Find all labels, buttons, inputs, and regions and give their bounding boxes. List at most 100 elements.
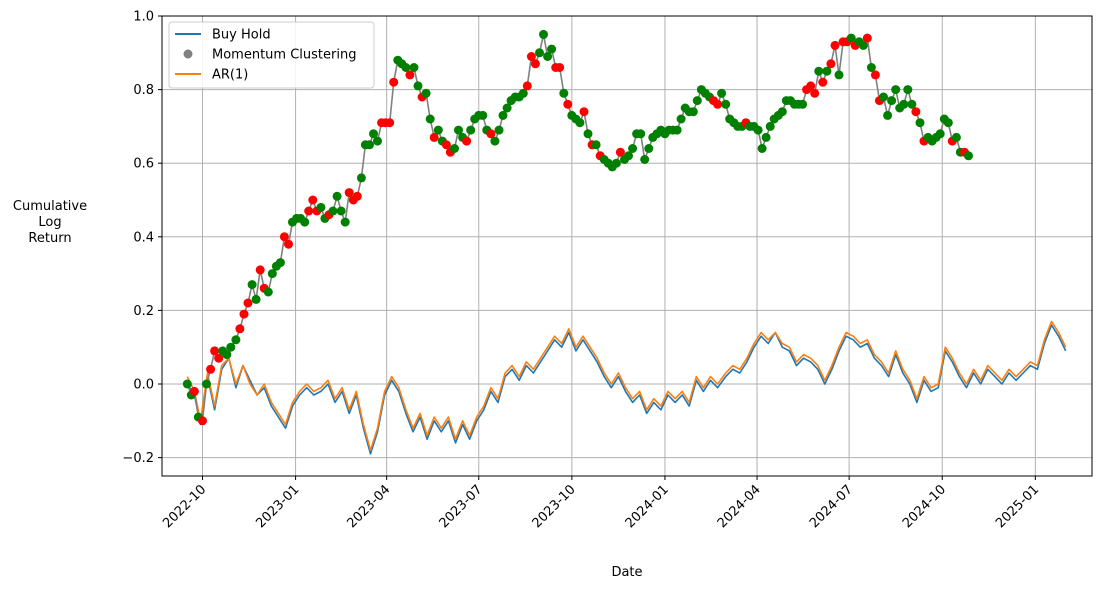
y-axis-ticks: −0.2 0.0 0.2 0.4 0.6 0.8 1.0 — [122, 10, 162, 466]
momentum-clustering-point — [628, 144, 638, 153]
momentum-clustering-point — [899, 99, 909, 109]
momentum-clustering-point — [611, 158, 621, 168]
momentum-clustering-point — [462, 136, 472, 146]
momentum-clustering-point — [255, 265, 265, 275]
momentum-clustering-point — [356, 173, 366, 183]
momentum-clustering-point — [267, 269, 277, 279]
momentum-clustering-point — [494, 125, 504, 135]
x-tick-label: 2025-01 — [993, 482, 1042, 531]
momentum-clustering-point — [478, 110, 488, 120]
momentum-clustering-point — [210, 346, 220, 356]
momentum-clustering-point — [401, 63, 411, 72]
momentum-clustering-point — [822, 66, 832, 76]
momentum-clustering-point — [575, 118, 585, 128]
momentum-clustering-point — [251, 294, 261, 304]
legend-item-label: Buy Hold — [212, 28, 271, 43]
momentum-clustering-point — [498, 110, 508, 120]
momentum-clustering-point — [818, 77, 828, 87]
grid-lines — [162, 15, 1092, 476]
momentum-clustering-point — [433, 125, 443, 135]
momentum-clustering-point — [555, 63, 565, 72]
plot-background — [162, 16, 1092, 476]
momentum-clustering-point — [385, 118, 395, 128]
x-tick-label: 2024-04 — [715, 482, 764, 531]
momentum-clustering-point — [530, 59, 540, 69]
momentum-clustering-point — [425, 114, 435, 124]
momentum-clustering-point — [591, 140, 601, 150]
legend-box — [168, 21, 375, 89]
momentum-clustering-point — [866, 63, 876, 72]
plot-frame — [161, 15, 1093, 477]
y-tick-label: 0.6 — [133, 157, 154, 172]
momentum-clustering-point — [522, 81, 532, 91]
momentum-clustering-point — [450, 144, 459, 153]
momentum-clustering-point — [243, 298, 253, 308]
momentum-clustering-point — [903, 85, 913, 95]
momentum-clustering-point — [226, 342, 236, 352]
x-tick-label: 2023-04 — [344, 482, 393, 531]
momentum-clustering-point — [413, 81, 423, 91]
momentum-clustering-point — [222, 350, 232, 360]
momentum-clustering-point — [429, 132, 439, 142]
momentum-clustering-point — [547, 44, 557, 54]
momentum-clustering-point — [753, 125, 763, 135]
momentum-clustering-point — [636, 129, 646, 139]
momentum-clustering-point — [206, 364, 216, 374]
x-tick-label: 2023-07 — [437, 482, 486, 531]
momentum-clustering-point — [964, 151, 973, 161]
y-axis-label-line: Return — [28, 231, 71, 246]
y-tick-label: 1.0 — [133, 10, 154, 25]
momentum-clustering-point — [777, 107, 787, 117]
momentum-clustering-point — [907, 99, 917, 109]
momentum-clustering-point — [935, 129, 945, 139]
momentum-clustering-point — [951, 132, 961, 142]
momentum-clustering-point — [231, 335, 241, 345]
momentum-clustering-point — [332, 191, 342, 201]
x-axis-label: Date — [611, 565, 642, 580]
momentum-clustering-point — [316, 202, 326, 212]
momentum-clustering-point — [846, 33, 856, 43]
momentum-clustering-point — [676, 114, 686, 124]
x-tick-label: 2022-10 — [160, 482, 209, 531]
momentum-clustering-point — [579, 107, 589, 117]
buy-hold-line — [186, 324, 1067, 455]
momentum-clustering-point — [891, 85, 901, 95]
momentum-clustering-point — [328, 206, 338, 216]
momentum-clustering-point — [810, 88, 820, 98]
momentum-clustering-point — [883, 110, 893, 120]
momentum-clustering-point — [526, 52, 536, 61]
y-tick-label: 0.2 — [133, 304, 154, 319]
momentum-clustering-point — [421, 88, 431, 98]
momentum-clustering-point — [365, 140, 374, 150]
x-tick-label: 2024-01 — [623, 482, 672, 531]
momentum-clustering-point — [806, 81, 816, 91]
momentum-clustering-point — [486, 129, 496, 139]
momentum-clustering-point — [239, 309, 249, 319]
momentum-clustering-point — [454, 125, 463, 135]
momentum-clustering-point — [409, 63, 419, 72]
momentum-clustering-point — [879, 92, 888, 102]
legend: Buy Hold Momentum Clustering AR(1) — [168, 21, 375, 89]
series-layer — [182, 29, 1067, 455]
momentum-clustering-point — [369, 129, 378, 139]
momentum-clustering-point — [275, 258, 285, 268]
momentum-clustering-point — [518, 88, 528, 98]
momentum-clustering-point — [189, 386, 199, 396]
x-tick-label: 2024-07 — [807, 482, 856, 531]
momentum-clustering-point — [858, 40, 868, 50]
ar1-line — [186, 320, 1067, 452]
momentum-clustering-point — [559, 88, 569, 98]
momentum-clustering-point — [543, 52, 553, 61]
momentum-clustering-point — [441, 140, 451, 150]
momentum-clustering-point — [915, 118, 925, 128]
y-tick-label: −0.2 — [122, 451, 154, 466]
momentum-clustering-point — [490, 136, 500, 146]
x-tick-label: 2023-10 — [530, 482, 579, 531]
momentum-clustering-point — [502, 103, 512, 113]
momentum-clustering-point — [757, 144, 767, 153]
momentum-clustering-point — [615, 147, 625, 157]
momentum-clustering-point — [870, 70, 880, 80]
momentum-clustering-point — [466, 125, 476, 135]
momentum-clustering-point — [688, 107, 698, 117]
legend-item-label: Momentum Clustering — [212, 48, 356, 63]
